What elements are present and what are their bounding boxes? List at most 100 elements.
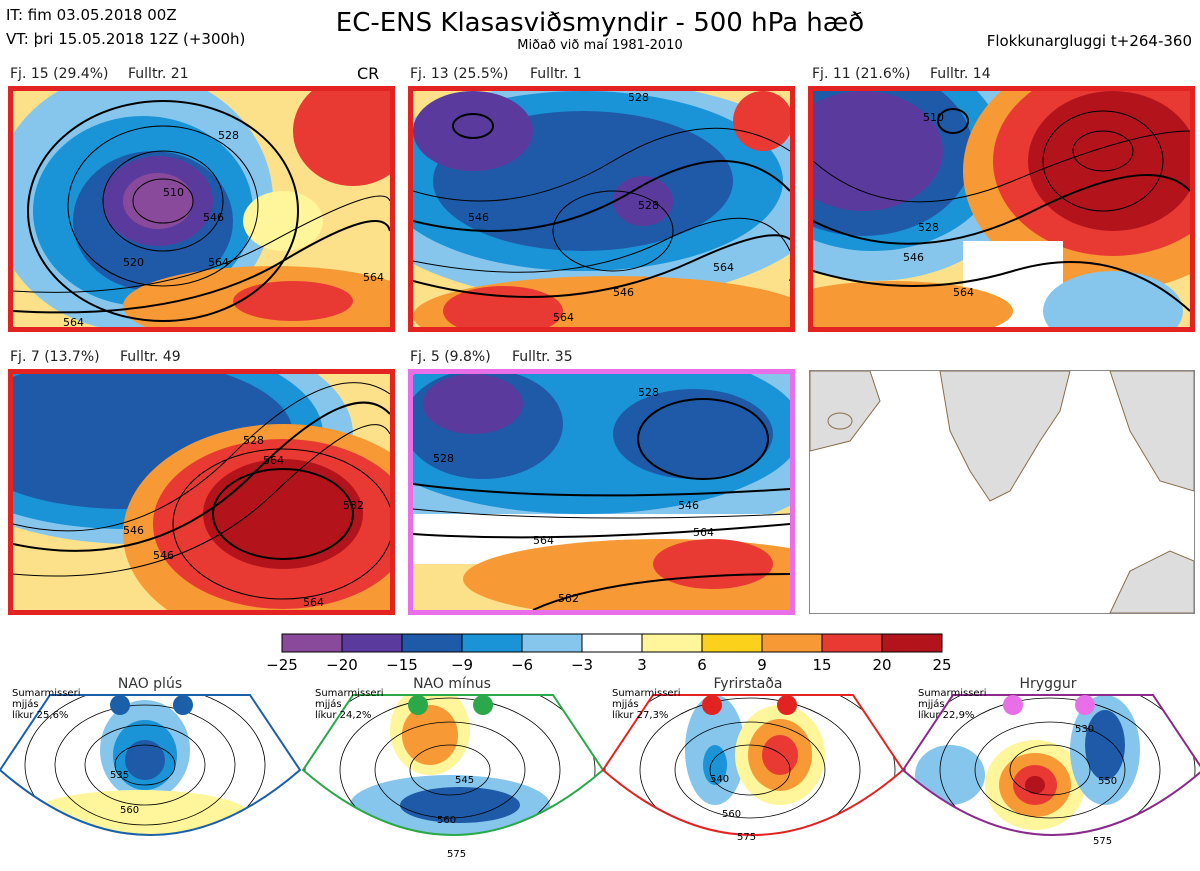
colorbar-tick-label: 25 (932, 656, 952, 674)
cluster-map-panel: 546 528 564 546 564 528 (408, 86, 795, 332)
representative-label: Fulltr. 14 (930, 66, 991, 82)
contour-label: 540 (710, 774, 729, 785)
cluster-label: Fj. 13 (25.5%) (410, 66, 509, 82)
cluster-label: Fj. 11 (21.6%) (812, 66, 911, 82)
regime-fan-outline (301, 694, 605, 836)
cluster-map-panel: 528 510 546 520 564 564 564 (8, 86, 395, 332)
contour-label: 564 (263, 454, 284, 467)
contour-label: 575 (1093, 836, 1112, 847)
colorbar-swatch (761, 633, 823, 653)
colorbar-tick-label: 6 (697, 656, 707, 674)
contour-label: 546 (153, 549, 174, 562)
cluster-tag: CR (357, 64, 380, 83)
cluster-map-panel: 528 528 546 564 564 582 (408, 369, 795, 615)
colorbar-swatch (881, 633, 943, 653)
colorbar-tick-label: −3 (570, 656, 594, 674)
contour-label: 546 (468, 211, 489, 224)
contour-label: 564 (533, 534, 554, 547)
colorbar-swatch (341, 633, 403, 653)
regime-fans: 535 560 545 560 575 5 (0, 694, 1200, 860)
contour-label: 546 (678, 499, 699, 512)
colorbar-swatch (521, 633, 583, 653)
regime-fan-outline (0, 694, 302, 836)
colorbar-tick-label: 3 (637, 656, 647, 674)
classification-window: Flokkunargluggi t+264-360 (986, 32, 1192, 50)
regime-info: Sumarmisseri mjjás líkur 27,3% (612, 688, 681, 721)
contour-label: 528 (638, 386, 659, 399)
contour-label: 546 (613, 286, 634, 299)
contour-label: 564 (693, 526, 714, 539)
contour-label: 530 (1075, 724, 1094, 735)
regime-marker (473, 695, 493, 715)
representative-label: Fulltr. 21 (128, 66, 189, 82)
regime-fan-outline (901, 694, 1200, 836)
contour-label: 535 (110, 770, 129, 781)
regime-title: NAO mínus (413, 676, 491, 692)
colorbar-swatch (641, 633, 703, 653)
cluster-label: Fj. 5 (9.8%) (410, 349, 491, 365)
regime-info: Sumarmisseri mjjás líkur 25,6% (12, 688, 81, 721)
contour-label: 528 (638, 199, 659, 212)
contour-label: 582 (343, 499, 364, 512)
regime-marker (777, 695, 797, 715)
colorbar-tick-label: −25 (266, 656, 298, 674)
contour-label: 528 (433, 452, 454, 465)
contour-label: 564 (363, 271, 384, 284)
contour-label: 564 (208, 256, 229, 269)
contour-label: 575 (447, 849, 466, 860)
cluster-label: Fj. 7 (13.7%) (10, 349, 100, 365)
contour-label: 564 (303, 596, 324, 609)
colorbar-swatch (581, 633, 643, 653)
regime-marker (1003, 695, 1023, 715)
contour-label: 545 (455, 775, 474, 786)
representative-label: Fulltr. 49 (120, 349, 181, 365)
regime-marker (702, 695, 722, 715)
colorbar-swatch (461, 633, 523, 653)
regime-info: Sumarmisseri mjjás líkur 22,9% (918, 688, 987, 721)
colorbar-swatch (701, 633, 763, 653)
regime-marker (173, 695, 193, 715)
contour-label: 560 (722, 809, 741, 820)
contour-label: 528 (628, 91, 649, 104)
representative-label: Fulltr. 35 (512, 349, 573, 365)
colorbar-swatch (281, 633, 343, 653)
contour-label: 510 (923, 111, 944, 124)
colorbar (281, 633, 943, 653)
regime-title: Hryggur (1019, 676, 1077, 692)
contour-label: 528 (918, 221, 939, 234)
contour-label: 510 (163, 186, 184, 199)
colorbar-tick-label: −6 (510, 656, 534, 674)
contour-label: 575 (737, 832, 756, 843)
colorbar-tick-label: −15 (386, 656, 418, 674)
colorbar-swatch (821, 633, 883, 653)
contour-label: 582 (558, 592, 579, 605)
contour-label: 564 (713, 261, 734, 274)
contour-label: 560 (120, 805, 139, 816)
valid-time: VT: þri 15.05.2018 12Z (+300h) (6, 30, 246, 48)
regime-marker (110, 695, 130, 715)
regime-title: Fyrirstaða (713, 676, 783, 692)
regime-title: NAO plús (117, 676, 183, 692)
issue-time: IT: fim 03.05.2018 00Z (6, 6, 177, 24)
contour-label: 564 (953, 286, 974, 299)
contour-label: 560 (437, 815, 456, 826)
colorbar-tick-label: 20 (872, 656, 892, 674)
base-map-panel (809, 370, 1195, 614)
contour-label: 546 (123, 524, 144, 537)
regime-fan-outline (601, 694, 905, 836)
page-subtitle: Miðað við maí 1981-2010 (517, 38, 683, 53)
contour-label: 546 (203, 211, 224, 224)
regime-marker (408, 695, 428, 715)
page-title: EC-ENS Klasasviðsmyndir - 500 hPa hæð (335, 8, 865, 38)
colorbar-tick-label: −9 (450, 656, 474, 674)
contour-label: 528 (218, 129, 239, 142)
representative-label: Fulltr. 1 (530, 66, 582, 82)
cluster-map-panel: 546 528 564 582 546 564 (8, 369, 395, 615)
colorbar-swatch (401, 633, 463, 653)
contour-label: 520 (123, 256, 144, 269)
colorbar-tick-label: 15 (812, 656, 832, 674)
cluster-label: Fj. 15 (29.4%) (10, 66, 109, 82)
contour-label: 550 (1098, 776, 1117, 787)
cluster-map-panel: 510 528 546 564 (808, 86, 1195, 332)
contour-label: 564 (553, 311, 574, 324)
